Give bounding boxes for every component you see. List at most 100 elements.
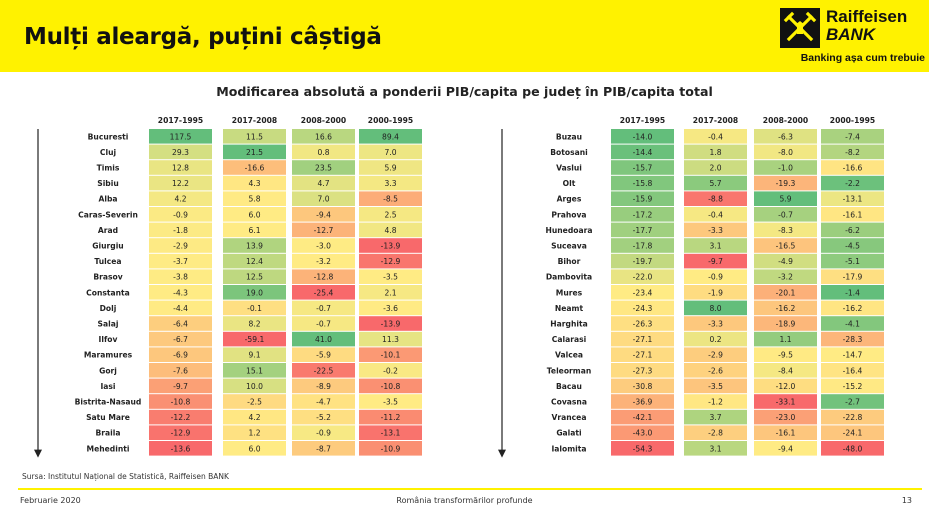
county-label: Braila xyxy=(96,429,121,438)
cell-value: -0.1 xyxy=(247,304,262,313)
cell-value: 23.5 xyxy=(315,164,332,173)
heatmap-cell xyxy=(611,300,674,316)
cell-value: -3.2 xyxy=(778,273,793,282)
county-label: Iasi xyxy=(100,382,115,391)
heatmap-cell xyxy=(821,129,884,144)
cell-value: -12.8 xyxy=(314,273,334,282)
cell-value: 2.1 xyxy=(384,288,396,297)
cell-value: -16.1 xyxy=(776,429,796,438)
brand-tagline: Banking așa cum trebuie xyxy=(800,52,925,64)
page-number: 13 xyxy=(901,496,912,505)
cell-value: -10.8 xyxy=(171,398,191,407)
heatmap-cell xyxy=(223,394,286,409)
cell-value: -15.7 xyxy=(633,164,653,173)
cell-value: -15.9 xyxy=(633,195,653,204)
cell-value: -25.4 xyxy=(314,288,334,297)
cell-value: -8.7 xyxy=(316,444,331,453)
cell-value: -4.1 xyxy=(845,320,860,329)
heatmap-cell xyxy=(359,144,422,160)
cell-value: 7.0 xyxy=(317,195,329,204)
heatmap-cell xyxy=(684,316,747,331)
cell-value: 12.8 xyxy=(172,164,189,173)
cell-value: -8.4 xyxy=(778,366,793,375)
cell-value: -48.0 xyxy=(843,444,863,453)
cell-value: -26.3 xyxy=(633,320,653,329)
cell-value: -10.8 xyxy=(381,382,401,391)
source-note: Sursa: Institutul Național de Statistică… xyxy=(22,472,229,481)
county-label: Calarasi xyxy=(552,335,586,344)
cell-value: -6.3 xyxy=(778,132,793,141)
heatmap-cell xyxy=(223,253,286,269)
county-label: Teleorman xyxy=(547,366,591,375)
cell-value: -28.3 xyxy=(843,335,863,344)
column-header: 2000-1995 xyxy=(830,116,875,125)
heatmap-cell xyxy=(292,409,355,425)
heatmap-cell xyxy=(754,160,817,175)
heatmap-cell xyxy=(149,160,212,175)
header-bar xyxy=(0,0,929,72)
cell-value: 11.3 xyxy=(382,335,399,344)
cell-value: -27.1 xyxy=(633,335,653,344)
cell-value: -0.9 xyxy=(708,273,723,282)
heatmap-cell xyxy=(754,238,817,253)
cell-value: -0.4 xyxy=(708,132,723,141)
county-label: Timis xyxy=(97,164,120,173)
cell-value: -36.9 xyxy=(633,398,653,407)
cell-value: 3.3 xyxy=(384,179,396,188)
heatmap-cell xyxy=(611,160,674,175)
cell-value: -13.1 xyxy=(381,429,401,438)
cell-value: -2.5 xyxy=(247,398,262,407)
county-label: Maramures xyxy=(84,351,133,360)
cell-value: 29.3 xyxy=(172,148,189,157)
column-header: 2008-2000 xyxy=(763,116,808,125)
heatmap-cell xyxy=(149,222,212,238)
heatmap-cell xyxy=(821,191,884,206)
cell-value: 8.0 xyxy=(709,304,721,313)
heatmap-cell xyxy=(149,175,212,191)
heatmap-cell xyxy=(149,207,212,222)
cell-value: -5.1 xyxy=(845,257,860,266)
heatmap-cell xyxy=(292,316,355,331)
cell-value: -17.2 xyxy=(633,210,653,219)
heatmap-cell xyxy=(292,425,355,440)
cell-value: 3.1 xyxy=(709,242,721,251)
cell-value: 8.2 xyxy=(248,320,260,329)
county-label: Bistrita-Nasaud xyxy=(75,398,142,407)
heatmap-cell xyxy=(223,222,286,238)
cell-value: -19.3 xyxy=(776,179,796,188)
heatmap-cell xyxy=(611,207,674,222)
heatmap-cell xyxy=(754,331,817,347)
county-label: Dolj xyxy=(100,304,117,313)
county-label: Ilfov xyxy=(99,335,118,344)
heatmap-cell xyxy=(611,129,674,144)
cell-value: 4.2 xyxy=(174,195,186,204)
cell-value: -3.0 xyxy=(316,242,331,251)
cell-value: -0.9 xyxy=(173,210,188,219)
heatmap-cell xyxy=(359,316,422,331)
cell-value: 10.0 xyxy=(246,382,263,391)
cell-value: 7.0 xyxy=(384,148,396,157)
heatmap-cell xyxy=(292,238,355,253)
heatmap-cell xyxy=(611,347,674,362)
cell-value: -12.0 xyxy=(776,382,796,391)
brand-logo: Raiffeisen BANK Banking așa cum trebuie xyxy=(780,6,925,68)
cell-value: -4.4 xyxy=(173,304,188,313)
heatmap-cell xyxy=(223,347,286,362)
cell-value: -16.2 xyxy=(843,304,863,313)
heatmap-cell xyxy=(359,207,422,222)
cell-value: 5.9 xyxy=(384,164,396,173)
heatmap-cell xyxy=(754,316,817,331)
cell-value: -10.1 xyxy=(381,351,401,360)
heatmap-cell xyxy=(149,269,212,284)
heatmap-cell xyxy=(292,191,355,206)
cell-value: -7.6 xyxy=(173,366,188,375)
heatmap-cell xyxy=(611,191,674,206)
heatmap-cell xyxy=(754,207,817,222)
heatmap-cell xyxy=(223,129,286,144)
cell-value: -11.2 xyxy=(381,413,401,422)
cell-value: -22.0 xyxy=(633,273,653,282)
cell-value: -17.7 xyxy=(633,226,653,235)
heatmap-cell xyxy=(149,347,212,362)
heatmap-cell xyxy=(611,425,674,440)
heatmap-cell xyxy=(821,144,884,160)
